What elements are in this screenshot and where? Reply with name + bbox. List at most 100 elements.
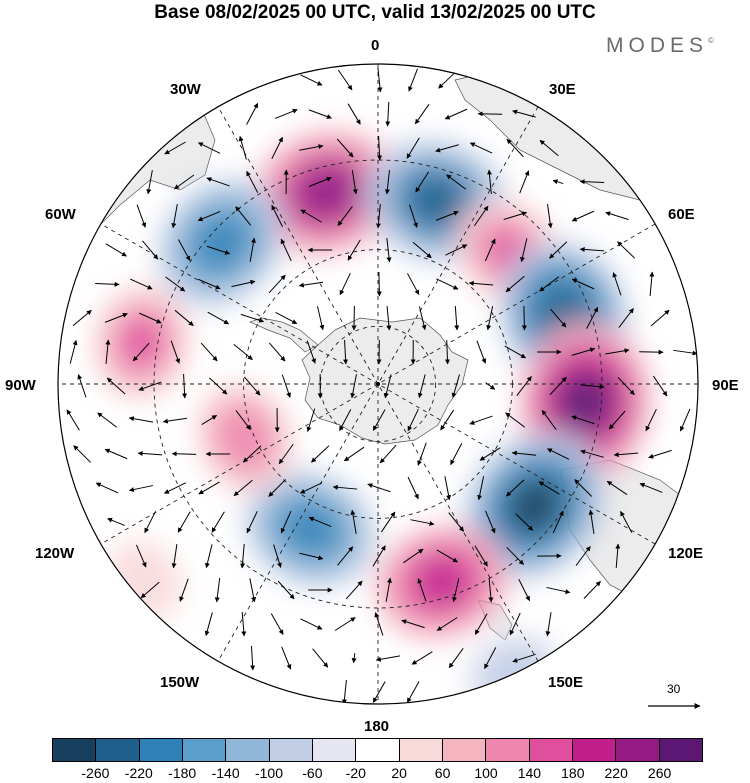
- wind-arrow: [407, 476, 419, 500]
- wind-arrow: [519, 170, 530, 194]
- legend-tick-label: 260: [647, 765, 672, 781]
- wind-arrow: [174, 174, 195, 190]
- wind-arrow: [178, 239, 191, 261]
- wind-arrow: [402, 548, 424, 564]
- wind-arrow: [238, 135, 247, 160]
- wind-vectors: [66, 68, 698, 704]
- wind-arrow: [620, 510, 633, 533]
- legend-tick-label: -180: [168, 765, 197, 781]
- wind-arrow: [300, 74, 323, 86]
- wind-arrow: [474, 545, 488, 567]
- wind-arrow: [299, 552, 324, 561]
- lon-label-0: 0: [371, 37, 380, 54]
- wind-arrow: [249, 578, 257, 603]
- legend-tick-label: -220: [124, 765, 153, 781]
- wind-arrow: [649, 271, 655, 296]
- wind-arrow: [375, 655, 401, 662]
- wind-arrow: [485, 382, 496, 390]
- wind-arrow: [385, 577, 392, 602]
- wind-arrow: [615, 543, 621, 569]
- wind-arrow: [381, 511, 396, 533]
- wind-arrow: [214, 578, 221, 603]
- wind-arrow: [177, 511, 191, 533]
- wind-arrow: [575, 545, 591, 566]
- wind-arrow: [350, 374, 357, 399]
- legend-tick-label: -140: [211, 765, 240, 781]
- wind-arrow: [448, 512, 465, 532]
- wind-arrow: [546, 448, 570, 460]
- wind-arrow: [516, 376, 532, 396]
- brand-text: MODES: [606, 34, 709, 57]
- wind-arrow: [105, 339, 111, 364]
- wind-arrow: [243, 376, 261, 396]
- wind-arrow: [418, 306, 427, 331]
- wind-arrow: [106, 377, 126, 395]
- wind-arrow: [639, 482, 663, 493]
- wind-arrow: [73, 445, 92, 463]
- legend-swatch: [96, 739, 140, 761]
- wind-arrow: [511, 450, 537, 456]
- legend-swatch: [226, 739, 270, 761]
- wind-arrow: [488, 578, 494, 603]
- wind-arrow: [270, 613, 284, 635]
- wind-arrow: [273, 544, 282, 568]
- wind-arrow: [375, 204, 381, 229]
- wind-arrow: [412, 241, 432, 259]
- wind-arrow: [379, 444, 397, 464]
- brand-copyright-mark: ©: [708, 36, 714, 45]
- wind-arrow: [435, 210, 459, 221]
- wind-arrow: [233, 479, 253, 497]
- wind-arrow: [520, 238, 528, 263]
- wind-arrow: [311, 445, 330, 463]
- wind-arrow: [539, 276, 560, 292]
- wind-arrow: [486, 169, 492, 194]
- wind-arrow: [448, 647, 464, 669]
- wind-arrow: [104, 312, 128, 323]
- wind-arrow: [586, 306, 599, 329]
- wind-arrow: [415, 171, 430, 193]
- legend-swatch: [442, 739, 487, 761]
- wind-arrow: [337, 69, 353, 91]
- lon-label-150w: 150W: [160, 674, 200, 691]
- wind-arrow: [299, 144, 324, 151]
- wind-arrow: [505, 412, 526, 428]
- wind-arrow: [271, 204, 283, 227]
- wind-arrow: [163, 482, 187, 494]
- modes-logo: MODES©: [606, 34, 714, 58]
- wind-arrow: [617, 376, 635, 396]
- wind-arrow: [281, 374, 291, 398]
- wind-arrow: [438, 71, 457, 89]
- wind-arrow: [308, 176, 332, 187]
- wind-arrow: [204, 544, 213, 569]
- wind-arrow: [334, 617, 356, 631]
- lat-lon-grid: [58, 64, 698, 704]
- wind-arrow: [300, 209, 322, 223]
- wind-arrow: [308, 109, 332, 119]
- wind-arrow: [198, 481, 220, 495]
- wind-arrow: [278, 443, 294, 465]
- legend-tick-label: 60: [434, 765, 451, 781]
- wind-arrow: [347, 103, 361, 125]
- wind-arrow: [243, 445, 262, 463]
- anomaly-contour: [223, 415, 266, 461]
- wind-arrow: [546, 204, 553, 229]
- wind-arrow: [538, 481, 560, 495]
- wind-arrow: [140, 581, 160, 599]
- wind-arrow: [445, 244, 468, 256]
- wind-arrow: [209, 377, 228, 395]
- wind-arrow: [444, 339, 450, 365]
- wind-arrow: [579, 179, 605, 185]
- wind-arrow: [571, 347, 596, 356]
- wind-arrow: [469, 142, 493, 154]
- wind-arrow: [571, 415, 595, 425]
- wind-arrow: [332, 484, 358, 490]
- wind-arrow: [308, 516, 332, 528]
- wind-arrow: [107, 517, 125, 526]
- wind-arrow: [246, 102, 259, 125]
- wind-arrow: [410, 519, 435, 526]
- wind-arrow: [411, 651, 433, 665]
- wind-arrow: [351, 170, 358, 195]
- wind-arrow: [512, 109, 536, 118]
- wind-arrow: [105, 243, 127, 257]
